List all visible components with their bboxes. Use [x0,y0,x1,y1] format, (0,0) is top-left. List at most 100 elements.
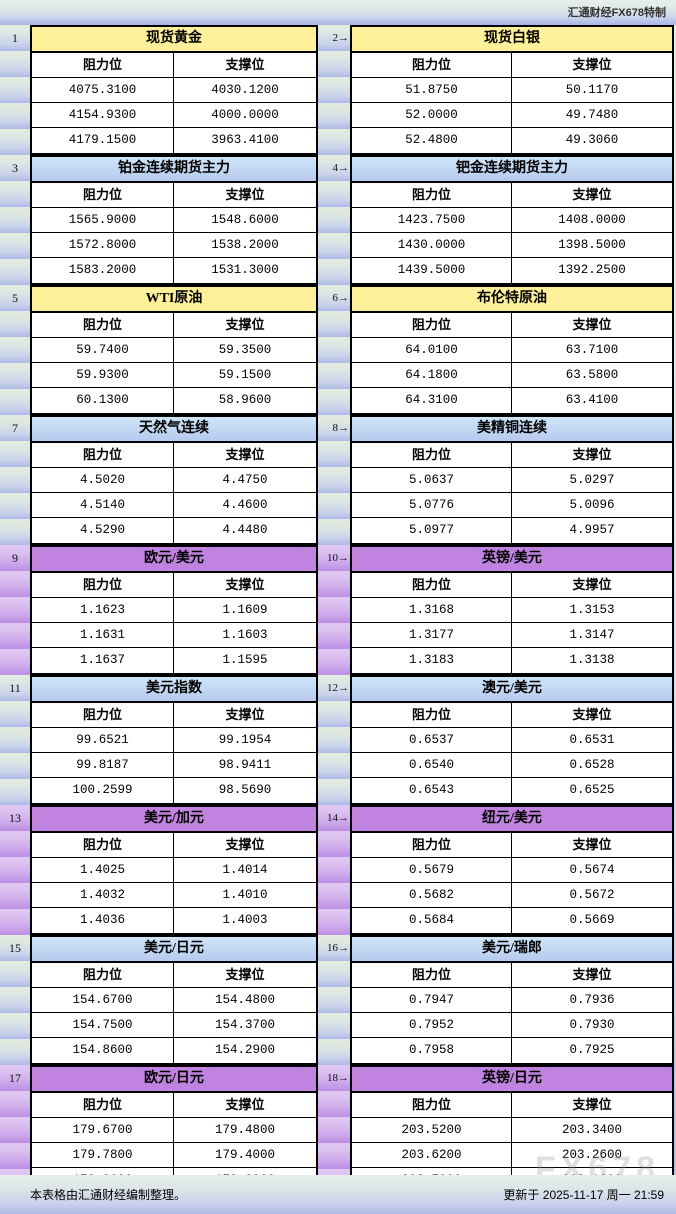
gutter-cell [0,727,30,753]
instrument-table: 布伦特原油 阻力位 支撑位 64.0100 63.7100 64.1800 63.5800 6… [350,285,674,415]
gutter-cell [318,623,350,649]
support-value: 1538.2000 [211,238,279,252]
resistance-value: 1.1623 [32,598,174,622]
block-row: 3 4→ 铂金连续期货主力 阻力位 支撑位 1565.9000 1548.6000 1572.… [0,155,676,285]
support-value: 4.4480 [222,523,268,537]
column-header-support: 支撑位 [225,187,265,202]
instrument-title: 美元指数 [32,677,316,703]
column-header-resistance: 阻力位 [352,573,512,597]
gutter-cell [318,571,350,597]
block-index-label: 17 [9,1071,21,1085]
gutter-cell [318,727,350,753]
block-index-label: 4→ [332,162,350,174]
gutter-cell [0,961,30,987]
resistance-value: 0.6540 [352,753,512,777]
support-value: 154.3700 [214,1018,275,1032]
gutter-cell [0,441,30,467]
column-header-resistance: 阻力位 [352,703,512,727]
instrument-title: 美精铜连续 [352,417,672,443]
column-header-support: 支撑位 [225,577,265,592]
row-gutter-left: 3 [0,155,30,285]
table-row: 0.5684 0.5669 [352,908,672,933]
gutter-cell: 6→ [318,285,350,311]
table-header-row: 阻力位 支撑位 [352,703,672,728]
support-value: 1531.3000 [211,263,279,277]
instrument-title: 现货白银 [352,27,672,53]
gutter-cell: 15 [0,935,30,961]
gutter-cell [318,51,350,77]
instrument-title: 美元/加元 [32,807,316,833]
gutter-cell [318,831,350,857]
instrument-title: 英镑/日元 [352,1067,672,1093]
block-row: 1 2→ 现货黄金 阻力位 支撑位 4075.3100 4030.1200 4154.9300… [0,25,676,155]
table-row: 0.7952 0.7930 [352,1013,672,1038]
resistance-value: 64.1800 [352,363,512,387]
column-header-support: 支撑位 [572,577,612,592]
gutter-cell [0,233,30,259]
column-header-resistance: 阻力位 [352,1093,512,1117]
table-row: 1583.2000 1531.3000 [32,258,316,283]
resistance-value: 1.4036 [32,908,174,933]
support-value: 1.4010 [222,888,268,902]
footer-updated: 更新于 2025-11-17 周一 21:59 [503,1186,664,1203]
gutter-cell: 13 [0,805,30,831]
column-header-resistance: 阻力位 [32,703,174,727]
table-header-row: 阻力位 支撑位 [32,573,316,598]
table-row: 4.5290 4.4480 [32,518,316,543]
support-value: 1.4003 [222,913,268,927]
table-row: 0.6537 0.6531 [352,728,672,753]
resistance-value: 1572.8000 [32,233,174,257]
resistance-value: 203.6200 [352,1143,512,1167]
block-row: 5 6→ WTI原油 阻力位 支撑位 59.7400 59.3500 59.9300 59.15… [0,285,676,415]
instrument-title: 欧元/美元 [32,547,316,573]
gutter-cell [0,753,30,779]
blocks-grid: 1 2→ 现货黄金 阻力位 支撑位 4075.3100 4030.1200 4154.9300… [0,25,676,1195]
instrument-table: 美元/瑞郎 阻力位 支撑位 0.7947 0.7936 0.7952 0.7930 0.795… [350,935,674,1065]
table-row: 154.8600 154.2900 [32,1038,316,1063]
gutter-cell [318,987,350,1013]
table-header-row: 阻力位 支撑位 [352,313,672,338]
instrument-table: 钯金连续期货主力 阻力位 支撑位 1423.7500 1408.0000 1430.000… [350,155,674,285]
gutter-cell [0,337,30,363]
block-row: 9 10→ 欧元/美元 阻力位 支撑位 1.1623 1.1609 1.1631 1.1603 1… [0,545,676,675]
instrument-title: 钯金连续期货主力 [352,157,672,183]
gutter-cell [318,181,350,207]
gutter-cell [0,467,30,493]
gutter-cell [318,103,350,129]
row-gutter-mid: 14→ [318,805,350,935]
gutter-cell: 4→ [318,155,350,181]
table-row: 1.1637 1.1595 [32,648,316,673]
table-row: 0.7958 0.7925 [352,1038,672,1063]
gutter-cell [0,1117,30,1143]
block-index-label: 18→ [327,1072,349,1084]
table-row: 99.8187 98.9411 [32,753,316,778]
column-header-support: 支撑位 [572,837,612,852]
support-value: 1548.6000 [211,213,279,227]
gutter-cell: 9 [0,545,30,571]
support-value: 0.7925 [569,1043,615,1057]
gutter-cell [0,1013,30,1039]
column-header-support: 支撑位 [572,1097,612,1112]
table-row: 0.6540 0.6528 [352,753,672,778]
gutter-cell [318,207,350,233]
gutter-cell [318,1143,350,1169]
gutter-cell [0,389,30,415]
support-value: 1408.0000 [558,213,626,227]
instrument-table: 美元/加元 阻力位 支撑位 1.4025 1.4014 1.4032 1.4010 1.403… [30,805,318,935]
support-value: 58.9600 [218,393,272,407]
block-row: 17 18→ 欧元/日元 阻力位 支撑位 179.6700 179.4800 179.7800… [0,1065,676,1195]
resistance-value: 1.1631 [32,623,174,647]
column-header-resistance: 阻力位 [352,313,512,337]
column-header-resistance: 阻力位 [352,833,512,857]
table-row: 1430.0000 1398.5000 [352,233,672,258]
support-value: 99.1954 [218,733,272,747]
resistance-value: 99.8187 [32,753,174,777]
table-row: 1565.9000 1548.6000 [32,208,316,233]
resistance-value: 59.9300 [32,363,174,387]
gutter-cell [0,129,30,155]
row-gutter-mid: 4→ [318,155,350,285]
instrument-table: 天然气连续 阻力位 支撑位 4.5020 4.4750 4.5140 4.4600 4.529… [30,415,318,545]
gutter-cell [0,103,30,129]
gutter-cell [318,389,350,415]
